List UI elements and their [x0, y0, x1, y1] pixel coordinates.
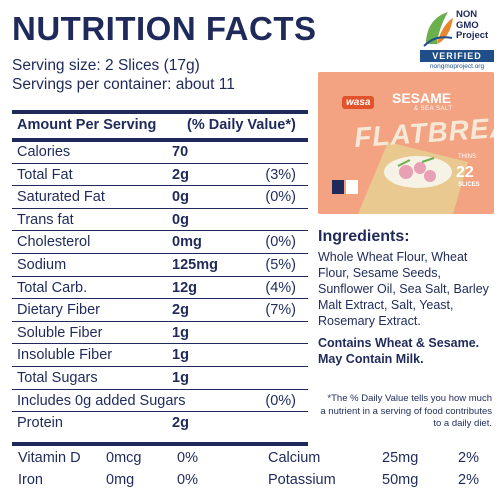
serving-size: Serving size: 2 Slices (17g): [12, 57, 200, 74]
nutrient-row: Saturated Fat 0g (0%): [12, 186, 308, 209]
header-thick-rule: [12, 138, 308, 142]
nutrient-label: Total Sugars: [17, 369, 98, 386]
vitamin-name: Calcium: [268, 450, 321, 466]
product-brand: wasa: [342, 96, 375, 109]
nutrient-amount: 0mg: [172, 234, 202, 251]
ingredients-list: Whole Wheat Flour, Wheat Flour, Sesame S…: [318, 250, 489, 328]
allergen-statement: Contains Wheat & Sesame. May Contain Mil…: [318, 336, 480, 366]
nutrient-label: Sodium: [17, 256, 67, 273]
header-daily-value: (% Daily Value*): [187, 117, 296, 133]
vitamin-amt: 50mg: [382, 472, 419, 488]
table-header: Amount Per Serving (% Daily Value*): [17, 117, 307, 133]
vitamin-amt: 25mg: [382, 450, 419, 466]
top-thick-rule: [12, 110, 308, 114]
product-slices: SLICES: [458, 182, 480, 188]
badge-verified: VERIFIED: [420, 50, 494, 62]
nutrient-daily-value: (0%): [265, 189, 296, 206]
vitamin-pct: 0%: [177, 450, 198, 466]
nutrient-label: Protein: [17, 415, 63, 432]
badge-line1: NON: [456, 9, 478, 20]
nutrient-daily-value: (0%): [265, 234, 296, 251]
nutrient-row: Total Carb. 12g (4%): [12, 277, 308, 300]
nutrient-amount: 1g: [172, 347, 189, 364]
vitamin-table: Vitamin D 0mcg 0% Calcium 25mg 2% Iron 0mg 0% Pot…: [12, 448, 492, 492]
nutrient-label: Cholesterol: [17, 234, 91, 251]
nutrient-row: Includes 0g added Sugars (0%): [12, 390, 308, 413]
vitamin-row: Vitamin D 0mcg 0% Calcium 25mg 2%: [12, 448, 492, 470]
nutrient-label: Soluble Fiber: [17, 324, 103, 341]
nutrient-amount: 0g: [172, 189, 189, 206]
nutrient-row: Total Sugars 1g: [12, 367, 308, 390]
nutrient-label: Trans fat: [17, 211, 74, 228]
product-count: 22: [456, 164, 474, 181]
servings-per-container: Servings per container: about 11: [12, 76, 235, 93]
vitamin-pct: 2%: [458, 472, 479, 488]
nutrient-row: Cholesterol 0mg (0%): [12, 231, 308, 254]
vitamin-name: Vitamin D: [18, 450, 81, 466]
badge-line3: Project: [456, 30, 489, 41]
nutrient-amount: 12g: [172, 279, 197, 296]
nutrient-daily-value: (5%): [265, 256, 296, 273]
bottom-thick-rule: [12, 442, 308, 446]
nutrient-amount: 1g: [172, 324, 189, 341]
ingredients-title: Ingredients:: [318, 228, 410, 245]
nutrient-label: Includes 0g added Sugars: [17, 392, 186, 409]
nutrient-row: Soluble Fiber 1g: [12, 322, 308, 345]
nutrient-amount: 2g: [172, 302, 189, 319]
nutrient-label: Total Carb.: [17, 279, 88, 296]
butterfly-icon: [420, 8, 454, 50]
nutrient-daily-value: (4%): [265, 279, 296, 296]
vitamin-pct: 2%: [458, 450, 479, 466]
vitamin-amt: 0mcg: [106, 450, 142, 466]
nutrient-table: Calories 70 Total Fat 2g (3%) Saturated Fat 0g…: [12, 141, 308, 435]
nutrient-amount: 70: [172, 144, 189, 160]
nutrient-daily-value: (7%): [265, 302, 296, 319]
flatbread-illustration-icon: [318, 72, 494, 214]
nutrient-label: Saturated Fat: [17, 189, 105, 206]
badge-text: NON GMO Project: [456, 9, 489, 42]
nutrient-label: Total Fat: [17, 166, 73, 183]
nutrient-row: Protein 2g: [12, 412, 308, 435]
nutrient-row: Calories 70: [12, 141, 308, 164]
daily-value-footnote: *The % Daily Value tells you how much a …: [320, 393, 492, 429]
nutrient-row: Sodium 125mg (5%): [12, 254, 308, 277]
nutrient-amount: 0g: [172, 211, 189, 228]
nutrient-row: Dietary Fiber 2g (7%): [12, 299, 308, 322]
nutrient-label: Calories: [17, 144, 71, 160]
vitamin-amt: 0mg: [106, 472, 135, 488]
vitamin-name: Potassium: [268, 472, 336, 488]
nutrient-daily-value: (3%): [265, 166, 296, 183]
badge-url: nongmoproject.org: [429, 63, 485, 70]
nutrient-label: Dietary Fiber: [17, 302, 100, 319]
product-sub: & SEA SALT: [414, 106, 453, 112]
nutrient-amount: 125mg: [172, 256, 218, 273]
non-gmo-badge: NON GMO Project VERIFIED nongmoproject.o…: [420, 8, 494, 70]
nutrient-amount: 2g: [172, 415, 189, 432]
product-image: wasa SESAME & SEA SALT FLATBREAD THINS 2…: [318, 72, 494, 214]
product-name: SESAME: [392, 90, 452, 106]
nutrient-daily-value: (0%): [265, 392, 296, 409]
badge-line2: GMO: [456, 19, 479, 31]
nutrient-amount: 1g: [172, 369, 189, 386]
page-title: NUTRITION FACTS: [12, 10, 317, 47]
product-thins: THINS: [458, 154, 476, 160]
vitamin-row: Iron 0mg 0% Potassium 50mg 2%: [12, 470, 492, 492]
ingredients-section: Ingredients: Whole Wheat Flour, Wheat Fl…: [318, 228, 498, 367]
vitamin-name: Iron: [18, 472, 43, 488]
nutrient-label: Insoluble Fiber: [17, 347, 113, 364]
nutrient-row: Total Fat 2g (3%): [12, 164, 308, 187]
serving-info: Serving size: 2 Slices (17g) Servings pe…: [12, 56, 235, 94]
nutrient-amount: 2g: [172, 166, 189, 183]
header-amount: Amount Per Serving: [17, 117, 157, 133]
nutrient-row: Trans fat 0g: [12, 209, 308, 232]
nutrient-row: Insoluble Fiber 1g: [12, 344, 308, 367]
vitamin-pct: 0%: [177, 472, 198, 488]
